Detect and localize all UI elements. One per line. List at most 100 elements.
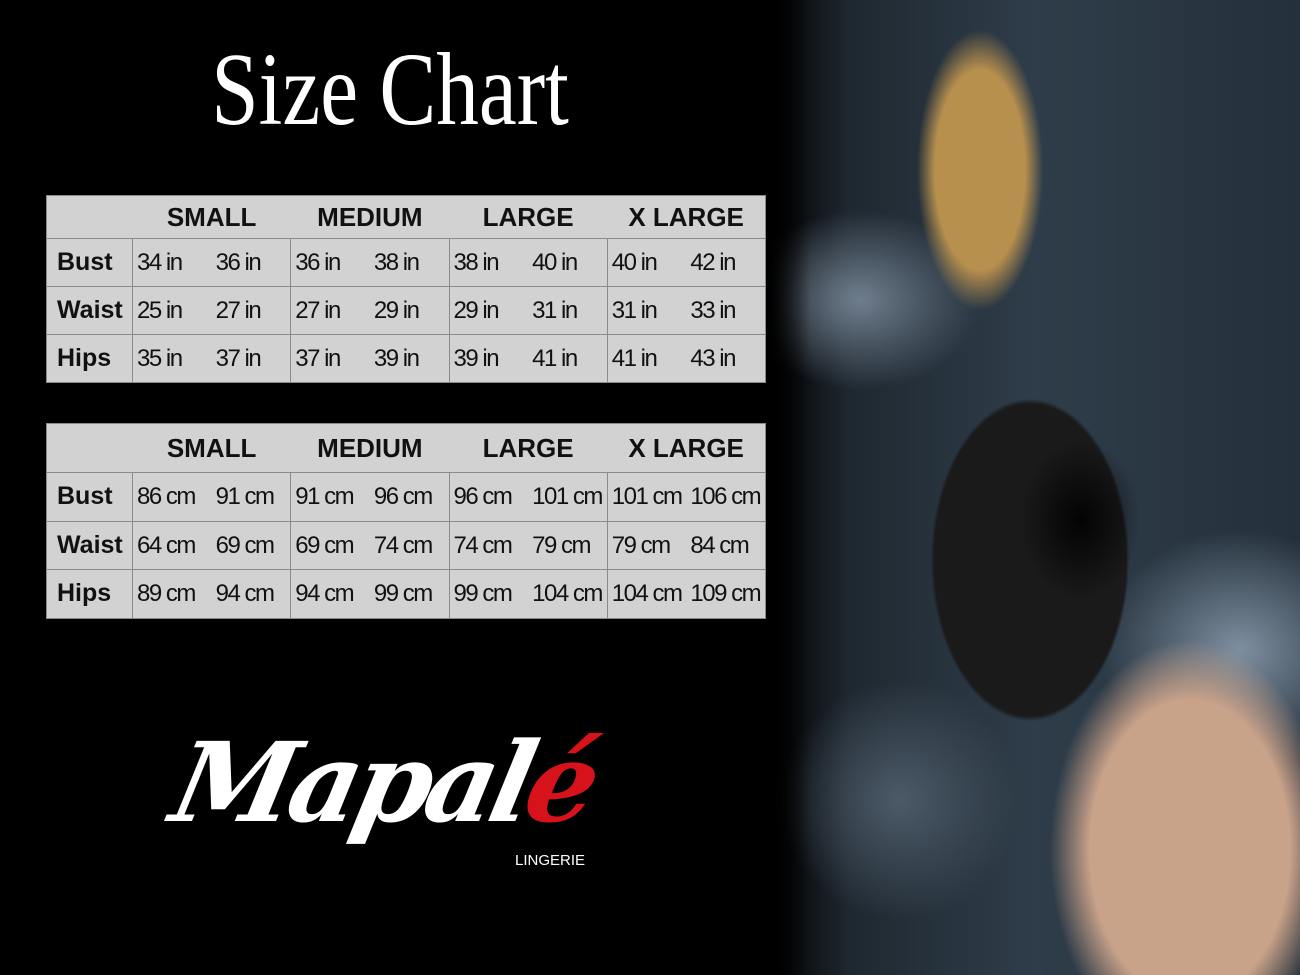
size-header: LARGE xyxy=(449,195,608,239)
size-cell: 25 in 27 in xyxy=(131,286,292,335)
size-cell: 89 cm 94 cm xyxy=(131,569,292,619)
min-value: 39 in xyxy=(453,344,500,372)
measurement-label: Waist xyxy=(46,286,133,335)
size-cell: 94 cm 99 cm xyxy=(290,569,450,619)
measurement-label: Bust xyxy=(46,472,133,522)
brand-logo: Mapalé xyxy=(162,718,606,847)
table-row: Hips 89 cm 94 cm 94 cm 99 cm 99 cm 104 cm 104 c… xyxy=(46,569,767,619)
page-title: Size Chart xyxy=(211,32,569,147)
min-value: 91 cm xyxy=(295,483,354,511)
size-header: MEDIUM xyxy=(290,195,449,239)
corner-cell xyxy=(46,423,133,473)
min-value: 96 cm xyxy=(453,483,513,511)
size-cell: 79 cm 84 cm xyxy=(606,520,767,570)
size-cell: 35 in 37 in xyxy=(131,334,292,383)
max-value: 69 cm xyxy=(215,531,275,559)
size-cell: 27 in 29 in xyxy=(290,286,450,335)
size-table-cm: SMALL MEDIUM LARGE X LARGE Bust 86 cm 91 cm 91 … xyxy=(46,423,767,619)
max-value: 40 in xyxy=(532,248,578,276)
corner-cell xyxy=(46,195,133,239)
photo-edge-fade xyxy=(770,0,810,975)
size-cell: 37 in 39 in xyxy=(290,334,450,383)
size-cell: 39 in 41 in xyxy=(448,334,608,383)
size-cell: 91 cm 96 cm xyxy=(290,472,450,522)
table-row: Waist 25 in 27 in 27 in 29 in 29 in 31 in 31 in… xyxy=(46,286,767,335)
logo-subtitle: LINGERIE xyxy=(515,852,586,869)
size-cell: 31 in 33 in xyxy=(606,286,767,335)
measurement-label: Hips xyxy=(46,334,133,383)
min-value: 27 in xyxy=(295,296,341,324)
measurement-label: Hips xyxy=(46,569,133,619)
max-value: 104 cm xyxy=(532,580,603,608)
max-value: 91 cm xyxy=(215,483,275,511)
min-value: 41 in xyxy=(611,344,658,372)
size-cell: 36 in 38 in xyxy=(290,238,450,287)
size-cell: 104 cm 109 cm xyxy=(606,569,767,619)
min-value: 79 cm xyxy=(611,531,671,559)
measurement-label: Waist xyxy=(46,520,133,570)
table-row: Bust 86 cm 91 cm 91 cm 96 cm 96 cm 101 cm 101 c… xyxy=(46,472,767,522)
max-value: 38 in xyxy=(373,248,420,276)
max-value: 109 cm xyxy=(690,580,761,608)
model-photo xyxy=(770,0,1300,975)
max-value: 84 cm xyxy=(690,531,749,559)
max-value: 37 in xyxy=(215,344,262,372)
min-value: 25 in xyxy=(137,296,183,324)
min-value: 36 in xyxy=(295,248,341,276)
size-cell: 34 in 36 in xyxy=(131,238,292,287)
max-value: 43 in xyxy=(690,344,736,372)
size-cell: 101 cm 106 cm xyxy=(606,472,767,522)
min-value: 31 in xyxy=(611,296,658,324)
size-header: LARGE xyxy=(449,423,608,473)
size-header: MEDIUM xyxy=(290,423,449,473)
table-row: Waist 64 cm 69 cm 69 cm 74 cm 74 cm 79 cm 79 cm… xyxy=(46,520,767,570)
size-cell: 64 cm 69 cm xyxy=(131,520,292,570)
size-cell: 69 cm 74 cm xyxy=(290,520,450,570)
page-title-wrap: Size Chart xyxy=(0,38,780,142)
size-cell: 74 cm 79 cm xyxy=(448,520,608,570)
size-cell: 99 cm 104 cm xyxy=(448,569,608,619)
min-value: 69 cm xyxy=(295,531,354,559)
max-value: 96 cm xyxy=(373,483,433,511)
size-header: X LARGE xyxy=(607,423,767,473)
header-row: SMALL MEDIUM LARGE X LARGE xyxy=(46,423,767,473)
max-value: 74 cm xyxy=(373,531,433,559)
max-value: 106 cm xyxy=(690,483,761,511)
min-value: 38 in xyxy=(453,248,500,276)
table-row: Bust 34 in 36 in 36 in 38 in 38 in 40 in 40 in 4… xyxy=(46,238,767,287)
min-value: 104 cm xyxy=(611,580,683,608)
min-value: 35 in xyxy=(137,344,183,372)
min-value: 101 cm xyxy=(611,483,683,511)
max-value: 42 in xyxy=(690,248,736,276)
max-value: 39 in xyxy=(373,344,420,372)
max-value: 99 cm xyxy=(373,580,433,608)
min-value: 37 in xyxy=(295,344,341,372)
size-cell: 29 in 31 in xyxy=(448,286,608,335)
size-table-inches: SMALL MEDIUM LARGE X LARGE Bust 34 in 36 in 36 … xyxy=(46,195,767,383)
min-value: 40 in xyxy=(611,248,658,276)
size-cell: 96 cm 101 cm xyxy=(448,472,608,522)
size-header: X LARGE xyxy=(607,195,767,239)
min-value: 94 cm xyxy=(295,580,354,608)
max-value: 31 in xyxy=(532,296,578,324)
max-value: 29 in xyxy=(373,296,420,324)
min-value: 89 cm xyxy=(137,580,196,608)
max-value: 79 cm xyxy=(532,531,591,559)
min-value: 34 in xyxy=(137,248,183,276)
size-cell: 38 in 40 in xyxy=(448,238,608,287)
min-value: 99 cm xyxy=(453,580,513,608)
max-value: 27 in xyxy=(215,296,262,324)
header-row: SMALL MEDIUM LARGE X LARGE xyxy=(46,195,767,239)
size-cell: 41 in 43 in xyxy=(606,334,767,383)
size-cell: 86 cm 91 cm xyxy=(131,472,292,522)
size-header: SMALL xyxy=(132,423,291,473)
max-value: 36 in xyxy=(215,248,262,276)
size-cell: 40 in 42 in xyxy=(606,238,767,287)
size-header: SMALL xyxy=(132,195,291,239)
min-value: 64 cm xyxy=(137,531,196,559)
max-value: 94 cm xyxy=(215,580,275,608)
max-value: 101 cm xyxy=(532,483,603,511)
max-value: 41 in xyxy=(532,344,578,372)
max-value: 33 in xyxy=(690,296,736,324)
logo-text: Mapal xyxy=(161,718,543,847)
